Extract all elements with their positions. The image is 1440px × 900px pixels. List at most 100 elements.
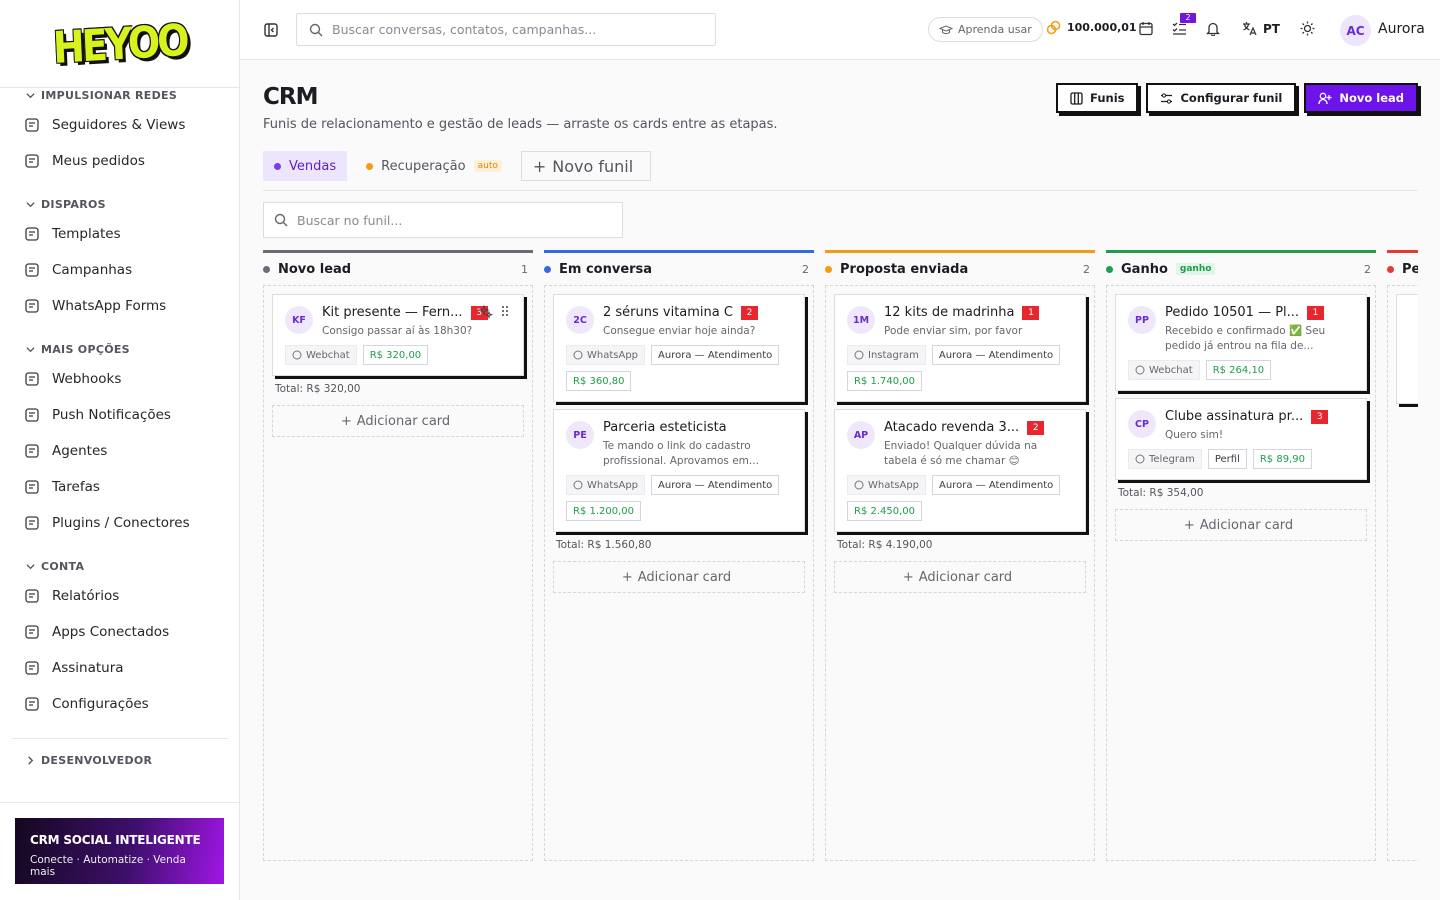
learn-button[interactable]: Aprenda usar — [928, 17, 1043, 42]
funnel-tab[interactable]: Vendas — [263, 151, 348, 181]
lead-card[interactable]: PP Pedido 10501 — Pl... 1 Recebido e confir… — [1115, 294, 1367, 391]
nav-item[interactable]: Webhooks — [0, 361, 239, 397]
page-title: CRM — [263, 84, 318, 110]
logo[interactable]: HEYOO — [0, 0, 239, 88]
column-bar — [263, 250, 533, 253]
icon — [26, 563, 35, 569]
new-funnel-button[interactable]: + Novo funil — [520, 151, 652, 181]
column-bar — [544, 250, 814, 253]
unread-badge: 1 — [1022, 305, 1040, 320]
user-avatar[interactable]: AC — [1340, 15, 1371, 46]
icon — [25, 661, 39, 675]
nav-item[interactable]: Tarefas — [0, 469, 239, 505]
promo-banner[interactable]: CRM SOCIAL INTELIGENTE Conecte · Automati… — [15, 818, 224, 884]
lead-card[interactable]: AP Atacado revenda 3... 2 Enviado! Qualquer… — [834, 409, 1086, 532]
header-button[interactable]: Configurar funil — [1146, 83, 1297, 113]
add-card-label: Adicionar card — [356, 413, 451, 429]
nav-section: MAIS OPÇÕES Webhooks Push Notificações Agen… — [0, 337, 239, 541]
nav-label: Plugins / Conectores — [52, 515, 190, 531]
nav-item[interactable]: Campanhas — [0, 252, 239, 288]
section-title: CONTA — [41, 559, 85, 573]
add-card-button[interactable]: + Adicionar card — [272, 405, 524, 437]
card-message: Consigo passar aí às 18h30? — [322, 325, 473, 337]
agent-chip: Aurora — Atendimento — [651, 345, 780, 365]
funnel-tab[interactable]: Recuperação auto — [355, 151, 513, 181]
tasks-icon[interactable] — [1172, 21, 1187, 36]
header-button[interactable]: Funis — [1056, 83, 1139, 113]
lead-card[interactable]: CP Clube assinatura pr... 3 Quero sim! Teleg… — [1115, 398, 1367, 480]
global-search[interactable]: Buscar conversas, contatos, campanhas... — [296, 13, 716, 46]
user-name[interactable]: Aurora — [1378, 21, 1425, 37]
nav-item[interactable]: Plugins / Conectores — [0, 505, 239, 541]
tab-dot — [366, 162, 374, 170]
icon — [25, 118, 39, 132]
nav-item[interactable]: Configurações — [0, 686, 239, 722]
sidebar-toggle[interactable] — [264, 23, 278, 37]
nav-item[interactable]: Agentes — [0, 433, 239, 469]
icon — [25, 625, 39, 639]
column-body: 1M 12 kits de madrinha 1 Pode enviar sim, p… — [825, 285, 1095, 861]
icon — [25, 589, 39, 603]
nav-label: Webhooks — [52, 371, 122, 387]
channel-label: WhatsApp — [587, 479, 639, 491]
nav-item[interactable]: WhatsApp Forms — [0, 288, 239, 324]
nav-item[interactable]: Assinatura — [0, 650, 239, 686]
card-avatar: KF — [285, 306, 313, 334]
add-card-label: Adicionar card — [637, 569, 732, 585]
card-title: Kit presente — Fern... — [322, 305, 463, 320]
lead-card[interactable]: KF Kit presente — Fern... 3 Consigo passar … — [272, 294, 524, 376]
card-text: Parceria esteticista Te mando o link do c… — [603, 420, 792, 469]
card-chips: WhatsApp Aurora — Atendimento R$ 360,80 — [566, 345, 792, 391]
section-title: MAIS OPÇÕES — [41, 342, 130, 356]
plus-icon: + — [1183, 517, 1195, 533]
lead-card[interactable]: PE Parceria esteticista Te mando o link do… — [553, 409, 805, 532]
icon — [26, 201, 35, 207]
add-card-button[interactable]: + Adicionar card — [1115, 509, 1367, 541]
nav-item[interactable]: Templates — [0, 216, 239, 252]
add-card-label: Adicionar card — [1199, 517, 1294, 533]
credits[interactable]: 100.000,01 — [1046, 20, 1137, 35]
plus-icon: + — [340, 413, 352, 429]
section-title: DISPAROS — [41, 197, 106, 211]
card-chips: Webchat R$ 320,00 — [285, 345, 511, 365]
nav-item[interactable]: Relatórios — [0, 578, 239, 614]
add-card-button[interactable]: + Adicionar card — [553, 561, 805, 593]
section-header[interactable]: CONTA — [0, 554, 239, 578]
developer-section[interactable]: DESENVOLVEDOR — [26, 750, 152, 770]
card-title: Parceria esteticista — [603, 420, 727, 435]
calendar-icon[interactable] — [1139, 21, 1153, 36]
icon — [25, 372, 39, 386]
card-message: Enviado! Qualquer dúvida na tabela é só … — [884, 440, 1038, 467]
add-card-button[interactable]: + Adicionar card — [834, 561, 1086, 593]
nav-item[interactable]: Seguidores & Views — [0, 107, 239, 143]
nav-item[interactable]: Push Notificações — [0, 397, 239, 433]
column-body: PP Pedido 10501 — Pl... 1 Recebido e confir… — [1106, 285, 1376, 861]
card-header: CP Clube assinatura pr... 3 Quero sim! — [1128, 409, 1354, 443]
card-title: Atacado revenda 3... — [884, 420, 1020, 435]
theme-icon[interactable] — [1300, 21, 1315, 36]
column-count: 2 — [1364, 262, 1371, 276]
lead-card[interactable]: 2C 2 séruns vitamina C 2 Consegue enviar ho… — [553, 294, 805, 402]
card[interactable] — [1396, 294, 1418, 404]
section-header[interactable]: IMPULSIONAR REDES — [0, 88, 239, 107]
tab-label: Vendas — [289, 158, 337, 174]
lead-card[interactable]: 1M 12 kits de madrinha 1 Pode enviar sim, p… — [834, 294, 1086, 402]
card-title-row: 2 séruns vitamina C 2 — [603, 305, 758, 320]
card-chips: Instagram Aurora — Atendimento R$ 1.740,00 — [847, 345, 1073, 391]
icon — [25, 444, 39, 458]
column-title: Ganho — [1121, 261, 1168, 277]
channel-label: Webchat — [1149, 364, 1193, 376]
nav-label: WhatsApp Forms — [52, 298, 167, 314]
section-header[interactable]: DISPAROS — [0, 192, 239, 216]
nav-item[interactable]: Apps Conectados — [0, 614, 239, 650]
icon — [25, 154, 39, 168]
section-header[interactable]: MAIS OPÇÕES — [0, 337, 239, 361]
column-title: Em conversa — [559, 261, 653, 277]
header-button[interactable]: Novo lead — [1304, 83, 1418, 113]
language-switch[interactable]: PT — [1242, 21, 1280, 36]
nav-item[interactable]: Meus pedidos — [0, 143, 239, 179]
notifications-icon[interactable] — [1206, 21, 1220, 36]
funnel-search[interactable]: Buscar no funil... — [263, 202, 623, 238]
icon — [854, 350, 864, 360]
column-dot — [1106, 265, 1113, 273]
